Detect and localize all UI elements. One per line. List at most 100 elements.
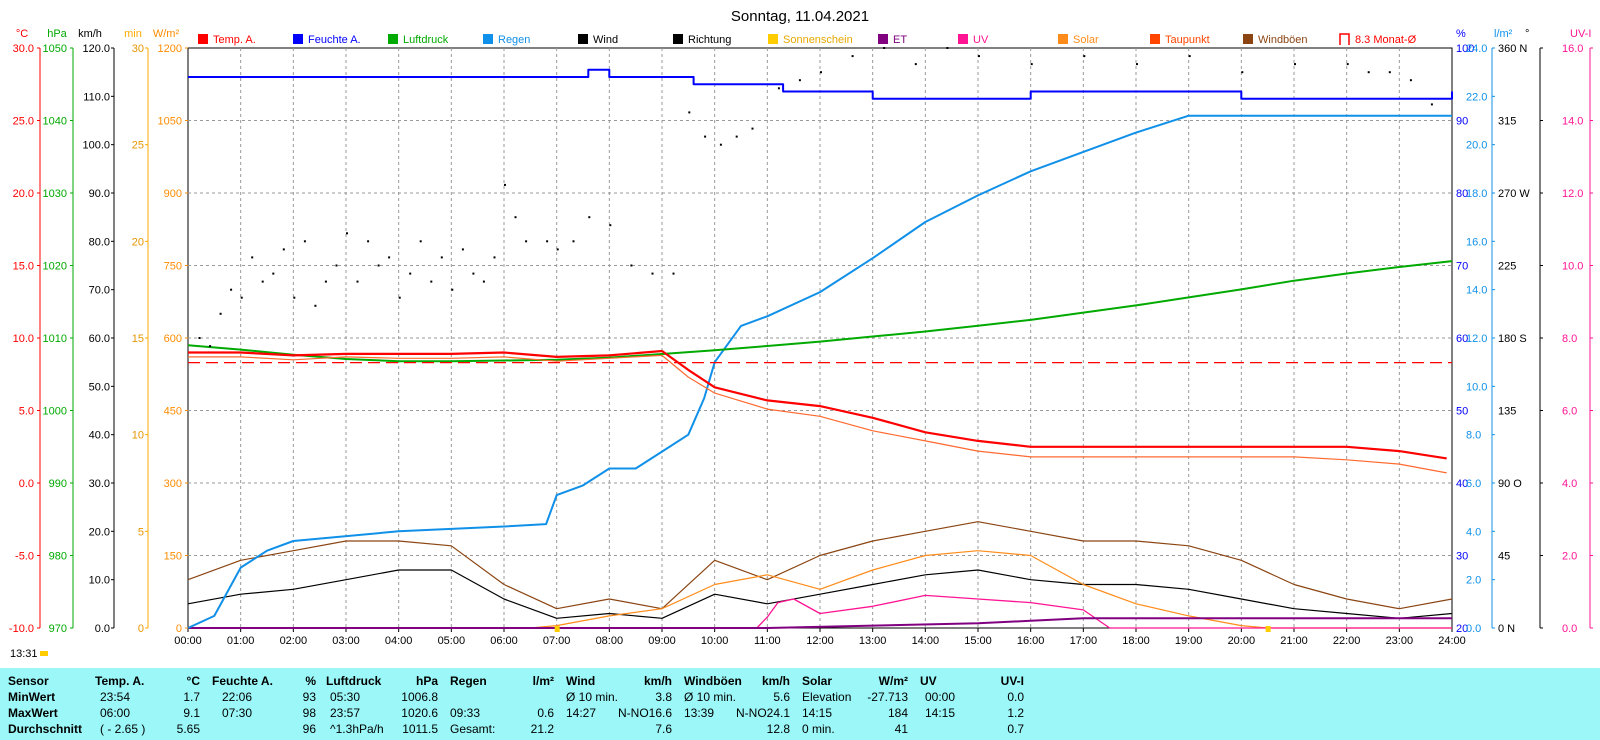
stats-cell: 9.1 — [183, 706, 200, 720]
right-axis-tick-label: 180 S — [1498, 333, 1527, 345]
direction-point — [472, 272, 475, 275]
x-tick-label: 05:00 — [438, 635, 466, 647]
right-axis-tick-label: 12.0 — [1466, 333, 1487, 345]
stats-cell: °C — [186, 674, 200, 688]
left-axis-tick-label: 1010 — [43, 333, 67, 345]
series-line-solar — [188, 550, 1452, 629]
stats-cell: 13:39 — [684, 706, 715, 720]
stats-cell: Temp. A. — [95, 674, 145, 688]
right-axis-tick-label: 20 — [1456, 623, 1468, 635]
stats-cell: 14:15 — [925, 706, 956, 720]
x-tick-label: 02:00 — [280, 635, 308, 647]
right-axis-tick-label: 315 — [1498, 116, 1516, 128]
stats-cell: 24.1 — [766, 706, 790, 720]
right-axis-tick-label: 50 — [1456, 406, 1468, 418]
stats-cell: Feuchte A. — [212, 674, 273, 688]
right-axis-tick-label: 4.0 — [1466, 526, 1481, 538]
x-tick-label: 00:00 — [174, 635, 202, 647]
left-axis-tick-label: 15 — [132, 333, 144, 345]
stats-cell: Sensor — [8, 674, 49, 688]
direction-point — [820, 71, 822, 74]
legend-swatch — [578, 34, 588, 44]
direction-point — [946, 47, 949, 49]
right-axis-tick-label: 22.0 — [1466, 91, 1487, 103]
series-line-luftdruck — [187, 260, 1453, 363]
right-axis-tick-label: 90 — [1456, 116, 1468, 128]
right-axis-tick-label: 90 O — [1498, 478, 1522, 490]
left-axis-tick-label: 15.0 — [13, 261, 34, 273]
direction-point — [293, 296, 296, 299]
right-axis-tick-label: 18.0 — [1466, 188, 1487, 200]
direction-point — [261, 280, 264, 283]
left-axis-tick-label: 600 — [164, 333, 182, 345]
left-axis-tick-label: 100.0 — [82, 140, 110, 152]
direction-point — [346, 232, 348, 235]
stats-cell: 14:27 — [566, 706, 597, 720]
direction-point — [356, 280, 359, 283]
left-axis-tick-label: 40.0 — [89, 430, 110, 442]
x-tick-label: 08:00 — [596, 635, 624, 647]
left-axis-unit: °C — [16, 28, 28, 40]
series-line-feuchte-a — [188, 68, 1453, 100]
left-axis-tick-label: 20.0 — [13, 188, 34, 200]
stats-cell: % — [305, 674, 316, 688]
direction-point — [419, 240, 422, 243]
sunshine-marker — [554, 626, 560, 632]
direction-point — [230, 288, 233, 291]
time-marker: 13:31 — [10, 648, 38, 660]
x-tick-label: 11:00 — [754, 635, 781, 647]
stats-cell: 96 — [302, 722, 316, 736]
direction-point — [1430, 103, 1433, 106]
legend-label: Temp. A. — [213, 34, 256, 46]
series-line-uv — [188, 594, 1452, 629]
stats-cell: 23:57 — [330, 706, 361, 720]
direction-point — [1294, 63, 1296, 66]
stats-cell: Solar — [802, 674, 833, 688]
right-axis-tick-label: 2.0 — [1466, 575, 1481, 587]
stats-cell: UV — [920, 674, 937, 688]
stats-cell: 00:00 — [925, 690, 956, 704]
stats-cell: 0.0 — [1007, 690, 1024, 704]
stats-cell: N-NO — [618, 706, 649, 720]
direction-point — [461, 248, 464, 251]
right-axis-tick-label: 16.0 — [1466, 236, 1487, 248]
direction-point — [303, 240, 306, 243]
right-axis-tick-label: 30 — [1456, 551, 1468, 563]
direction-point — [651, 272, 654, 275]
legend-swatch — [1339, 33, 1350, 45]
direction-point — [798, 79, 801, 82]
right-axis-tick-label: 70 — [1456, 261, 1468, 273]
x-tick-label: 20:00 — [1228, 635, 1256, 647]
right-axis-tick-label: 0.0 — [1562, 623, 1577, 635]
left-axis-tick-label: 60.0 — [89, 333, 110, 345]
left-axis-tick-label: 980 — [49, 551, 67, 563]
stats-cell: 7.6 — [655, 722, 672, 736]
x-tick-label: 23:00 — [1386, 635, 1414, 647]
left-axis-tick-label: 150 — [164, 551, 182, 563]
x-tick-label: 24:00 — [1438, 635, 1466, 647]
time-marker-swatch — [40, 651, 48, 656]
direction-point — [493, 256, 496, 259]
legend-label: Windböen — [1258, 34, 1308, 46]
left-axis-tick-label: 20 — [132, 236, 144, 248]
direction-point — [704, 135, 707, 138]
x-tick-label: 10:00 — [701, 635, 729, 647]
stats-cell: Elevation — [802, 690, 852, 704]
stats-cell: 14:15 — [802, 706, 833, 720]
left-axis-tick-label: 90.0 — [89, 188, 110, 200]
direction-point — [672, 272, 675, 275]
direction-point — [546, 240, 549, 243]
left-axis-unit: km/h — [78, 28, 102, 40]
direction-point — [335, 264, 338, 267]
direction-point — [630, 264, 633, 267]
legend-label: UV — [973, 34, 989, 46]
left-axis-tick-label: 300 — [164, 478, 182, 490]
left-axis-tick-label: 970 — [49, 623, 67, 635]
legend-label: Feuchte A. — [308, 34, 361, 46]
left-axis-tick-label: 990 — [49, 478, 67, 490]
x-tick-label: 09:00 — [648, 635, 676, 647]
right-axis-tick-label: 40 — [1456, 478, 1468, 490]
series-line-et — [188, 617, 1452, 629]
right-axis-tick-label: 24.0 — [1466, 43, 1487, 55]
